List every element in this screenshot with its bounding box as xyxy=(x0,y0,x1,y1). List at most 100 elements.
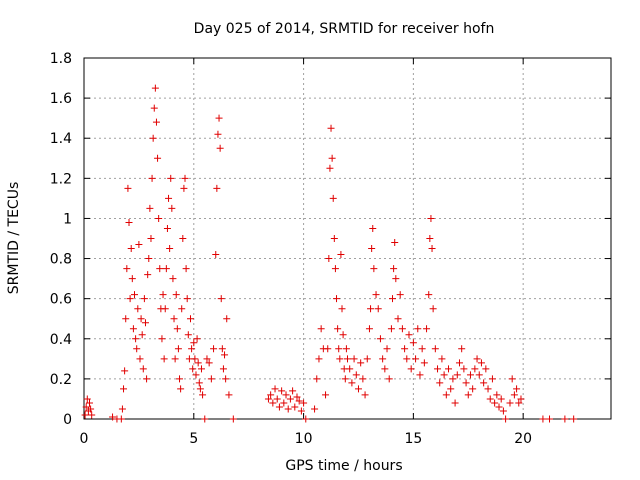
data-point xyxy=(286,395,294,403)
data-point xyxy=(499,407,507,415)
data-point xyxy=(190,339,198,347)
data-point xyxy=(168,204,176,212)
data-point xyxy=(407,365,415,373)
grid xyxy=(84,58,611,419)
data-point xyxy=(414,325,422,333)
y-tick-label: 1.6 xyxy=(50,91,72,107)
data-point xyxy=(291,403,299,411)
data-point xyxy=(328,154,336,162)
x-tick-label: 0 xyxy=(80,431,89,447)
data-point xyxy=(123,265,131,273)
data-point xyxy=(163,224,171,232)
data-point xyxy=(124,184,132,192)
data-point xyxy=(445,365,453,373)
data-point xyxy=(363,355,371,363)
data-point xyxy=(339,331,347,339)
data-point xyxy=(132,335,140,343)
data-point xyxy=(269,399,277,407)
x-axis-label: GPS time / hours xyxy=(285,458,402,474)
x-tick-label: 10 xyxy=(295,431,313,447)
data-point xyxy=(561,415,569,423)
data-point xyxy=(438,355,446,363)
y-tick-label: 0.6 xyxy=(50,292,72,308)
data-point xyxy=(138,331,146,339)
data-point xyxy=(517,395,525,403)
data-point xyxy=(466,371,474,379)
data-point xyxy=(495,403,503,411)
data-point xyxy=(458,345,466,353)
data-point xyxy=(331,265,339,273)
y-axis: 0 0.2 0.4 0.6 0.8 1 1.2 1.4 1.6 1.8 xyxy=(50,51,611,428)
data-point xyxy=(344,355,351,363)
data-point xyxy=(169,275,177,283)
data-point xyxy=(131,291,139,299)
data-point xyxy=(416,371,424,379)
y-tick-label: 1.8 xyxy=(50,51,72,67)
data-point xyxy=(374,305,382,313)
data-point xyxy=(491,399,499,407)
data-point xyxy=(210,345,218,353)
data-point xyxy=(155,214,163,222)
data-point xyxy=(434,365,442,373)
data-point xyxy=(213,184,221,192)
data-point xyxy=(229,415,237,423)
data-point xyxy=(218,345,226,353)
data-point xyxy=(129,325,137,333)
data-point xyxy=(426,235,434,242)
data-point xyxy=(125,218,133,226)
y-axis-label: SRMTID / TECUs xyxy=(6,182,22,295)
data-point xyxy=(127,245,135,253)
data-point xyxy=(199,391,207,399)
data-point xyxy=(389,295,397,303)
data-point xyxy=(207,375,215,383)
data-point xyxy=(394,315,402,323)
data-point xyxy=(502,415,510,423)
data-point xyxy=(81,411,89,419)
data-point xyxy=(311,405,319,413)
data-point xyxy=(217,295,225,303)
data-point xyxy=(473,355,481,363)
data-point xyxy=(455,359,463,367)
data-point xyxy=(120,385,128,393)
data-point xyxy=(493,391,501,399)
data-point xyxy=(460,365,468,373)
data-point xyxy=(295,397,303,405)
data-point xyxy=(508,375,516,383)
data-point xyxy=(154,154,162,162)
data-point xyxy=(150,104,158,112)
data-point xyxy=(390,265,398,273)
data-point xyxy=(170,315,178,323)
x-tick-label: 20 xyxy=(514,431,532,447)
data-point xyxy=(137,315,145,323)
data-point xyxy=(327,124,335,132)
data-point xyxy=(133,345,141,353)
data-point xyxy=(193,335,201,343)
data-point xyxy=(324,345,332,353)
data-point xyxy=(322,391,330,399)
data-point xyxy=(221,351,229,359)
data-point xyxy=(179,235,187,242)
data-point xyxy=(144,271,152,279)
data-point xyxy=(186,315,194,323)
data-point xyxy=(449,375,457,383)
data-point xyxy=(203,355,211,363)
data-point xyxy=(497,395,505,403)
data-point xyxy=(85,399,93,407)
data-point xyxy=(194,359,202,367)
data-point xyxy=(475,371,483,379)
data-point xyxy=(387,325,395,333)
y-tick-label: 0.4 xyxy=(50,332,72,348)
data-point xyxy=(376,335,384,343)
y-tick-label: 0 xyxy=(63,412,72,428)
data-point xyxy=(398,325,406,333)
x-axis: 0 5 10 15 20 xyxy=(80,58,532,447)
data-point xyxy=(570,415,578,423)
data-point xyxy=(469,385,477,393)
data-point xyxy=(431,345,439,353)
data-point xyxy=(539,415,547,423)
data-point xyxy=(223,315,231,323)
data-point xyxy=(280,399,288,407)
data-point xyxy=(326,164,334,172)
data-point xyxy=(156,265,164,273)
data-point xyxy=(447,385,455,393)
